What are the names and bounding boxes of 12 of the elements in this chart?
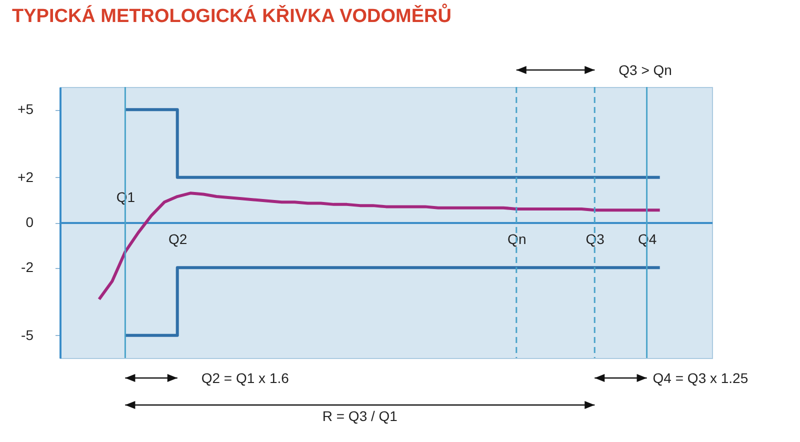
text: R = Q3 / Q1 xyxy=(322,408,398,424)
y-tick-label: +2 xyxy=(18,168,34,185)
y-tick-label: -2 xyxy=(21,259,34,276)
y-tick-label: 0 xyxy=(26,214,34,230)
y-tick-label: -5 xyxy=(21,326,34,343)
line-series xyxy=(98,192,662,301)
chart-title: TYPICKÁ METROLOGICKÁ KŘIVKA VODOMĚRŮ xyxy=(12,6,452,28)
text: Q2 = Q1 x 1.6 xyxy=(201,370,290,386)
y-tick-label: +5 xyxy=(18,101,34,118)
text: Q3 > Qn xyxy=(618,62,672,78)
text: Q4 = Q3 x 1.25 xyxy=(652,370,748,386)
x-tick-label: Q2 xyxy=(168,231,188,247)
